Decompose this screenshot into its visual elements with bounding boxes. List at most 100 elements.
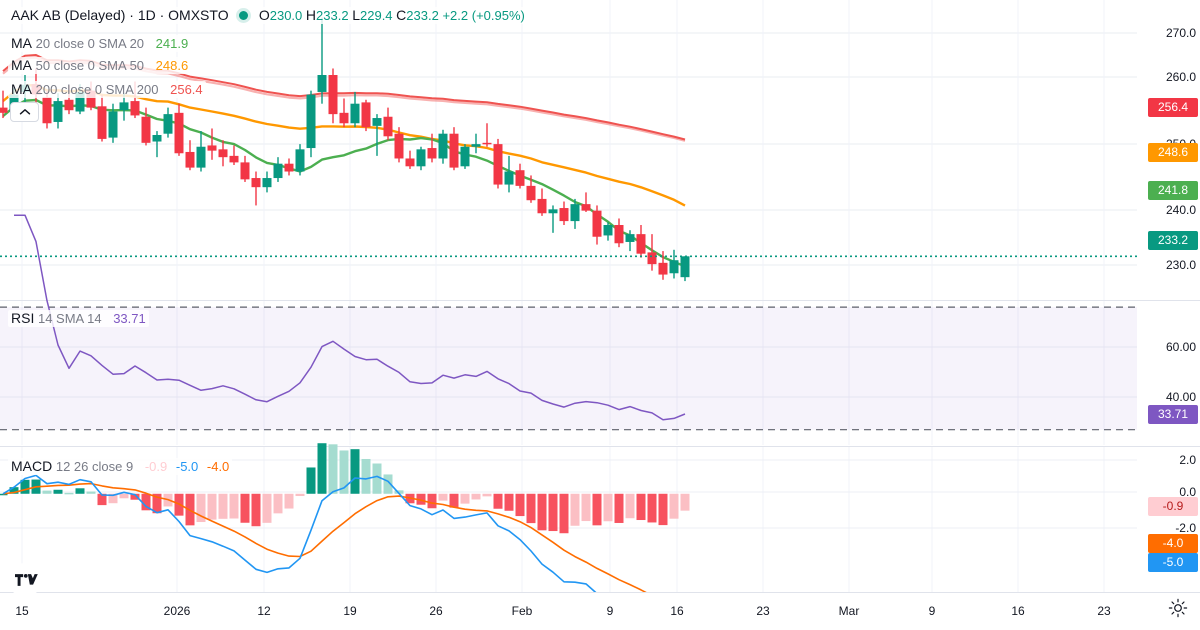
collapse-legend-button[interactable] — [10, 102, 39, 122]
candlestick — [405, 150, 415, 169]
candlestick — [196, 131, 206, 172]
time-axis-label: 9 — [606, 604, 614, 618]
rsi-value-tag[interactable]: 33.71 — [1148, 405, 1198, 424]
candle-body — [196, 146, 206, 168]
macd-panel[interactable] — [0, 443, 1137, 628]
tradingview-logo[interactable] — [8, 563, 42, 597]
macd-histogram-bar — [42, 490, 52, 494]
rsi-legend[interactable]: RSI 14 SMA 14 33.71 — [8, 310, 149, 327]
candle-body — [449, 133, 459, 168]
ma20-price-tag[interactable]: 241.8 — [1148, 181, 1198, 200]
macd-histogram-bar — [240, 493, 250, 523]
candlestick — [339, 98, 349, 128]
candle-body — [361, 102, 371, 128]
ma50-price-tag[interactable]: 248.6 — [1148, 143, 1198, 162]
macd-histogram-bar — [592, 493, 602, 526]
macd-params: 12 26 close 9 — [55, 459, 134, 474]
candle-body — [317, 75, 327, 92]
candle-body — [559, 208, 569, 222]
ma20-value: 241.9 — [155, 36, 189, 51]
ma200-params: 200 close 0 SMA 200 — [35, 82, 159, 97]
candle-body — [53, 101, 63, 122]
macd-histogram-bar — [295, 493, 305, 497]
candle-body — [592, 210, 602, 237]
macd-signal-tag[interactable]: -4.0 — [1148, 534, 1198, 553]
candlestick — [240, 155, 250, 182]
candlestick — [570, 198, 580, 229]
macd-histogram-bar — [64, 492, 74, 495]
macd-histogram-bar — [570, 493, 580, 526]
chart-settings-button[interactable] — [1168, 598, 1188, 618]
time-axis-label: 12 — [257, 604, 271, 618]
candle-body — [614, 225, 624, 244]
live-dot-icon — [239, 11, 249, 21]
candle-body — [460, 146, 470, 167]
candlestick — [669, 249, 679, 279]
candle-body — [86, 90, 96, 108]
candle-body — [119, 102, 129, 111]
time-axis-label: Feb — [511, 604, 533, 618]
last-price-tag[interactable]: 233.2 — [1148, 231, 1198, 250]
candle-body — [251, 178, 261, 188]
macd-legend[interactable]: MACD 12 26 close 9 -0.9 -5.0 -4.0 — [8, 458, 233, 475]
candle-body — [438, 133, 448, 159]
macd-line-tag[interactable]: -5.0 — [1148, 553, 1198, 572]
candlestick — [295, 144, 305, 176]
candlestick — [625, 230, 635, 252]
symbol-title[interactable]: AAK AB (Delayed) · 1D · OMXSTO — [11, 7, 229, 23]
macd-histogram-bar — [196, 493, 206, 523]
candle-body — [570, 204, 580, 222]
low-value: 229.4 — [360, 8, 393, 23]
candlestick — [394, 127, 404, 163]
candle-body — [108, 111, 118, 138]
macd-hist-tag[interactable]: -0.9 — [1148, 497, 1198, 516]
ma200-legend[interactable]: MA 200 close 0 SMA 200 256.4 — [8, 81, 206, 98]
candle-body — [42, 97, 52, 124]
candlestick — [581, 192, 591, 212]
ma50-params: 50 close 0 SMA 50 — [35, 58, 145, 73]
macd-histogram-bar — [438, 493, 448, 501]
axis-tick-label: -2.0 — [1175, 521, 1196, 535]
macd-histogram-bar — [108, 493, 118, 504]
candlestick — [427, 133, 437, 163]
macd-histogram-bar — [119, 493, 129, 499]
macd-histogram-bar — [647, 493, 657, 523]
ma200-value: 256.4 — [170, 82, 203, 97]
candle-body — [152, 135, 162, 142]
candlestick — [482, 123, 492, 147]
macd-histogram-bar — [251, 493, 261, 527]
rsi-axis[interactable]: 60.00 40.00 33.71 — [1137, 301, 1200, 445]
price-axis[interactable]: 270.0260.0250.0240.0230.0256.4248.6241.8… — [1137, 0, 1200, 300]
macd-histogram-bar — [471, 493, 481, 500]
ma20-name: MA — [11, 35, 32, 51]
candle-body — [405, 158, 415, 167]
time-axis-label: Mar — [838, 604, 860, 618]
candlestick — [537, 188, 547, 216]
time-axis[interactable]: 15 2026 12 19 26 Feb 9 16 23 Mar 9 16 23 — [0, 592, 1200, 630]
candlestick — [416, 146, 426, 171]
panel-separator-1[interactable] — [0, 300, 1200, 301]
rsi-name: RSI — [11, 310, 35, 326]
ma50-legend[interactable]: MA 50 close 0 SMA 50 248.6 — [8, 57, 192, 74]
symbol-legend[interactable]: AAK AB (Delayed) · 1D · OMXSTO O230.0 H2… — [8, 7, 528, 24]
time-axis-label: 16 — [670, 604, 684, 618]
candlestick — [592, 205, 602, 245]
candlestick — [559, 201, 569, 225]
candlestick — [207, 128, 217, 160]
high-label: H — [305, 7, 317, 23]
macd-axis[interactable]: 2.0 0.0 -2.0 -0.9 -4.0 -5.0 — [1137, 447, 1200, 592]
candle-body — [603, 225, 613, 236]
candlestick — [515, 163, 525, 189]
rsi-panel[interactable] — [0, 214, 1137, 445]
macd-histogram-bar — [548, 493, 558, 532]
candle-body — [416, 149, 426, 167]
candle-body — [493, 144, 503, 185]
candle-body — [174, 112, 184, 154]
chevron-up-icon — [19, 109, 30, 115]
macd-histogram-bar — [460, 493, 470, 504]
axis-tick-label: 260.0 — [1165, 70, 1196, 84]
panel-separator-2[interactable] — [0, 446, 1200, 447]
open-value: 230.0 — [269, 8, 303, 23]
ma20-legend[interactable]: MA 20 close 0 SMA 20 241.9 — [8, 35, 192, 52]
ma200-price-tag[interactable]: 256.4 — [1148, 98, 1198, 117]
